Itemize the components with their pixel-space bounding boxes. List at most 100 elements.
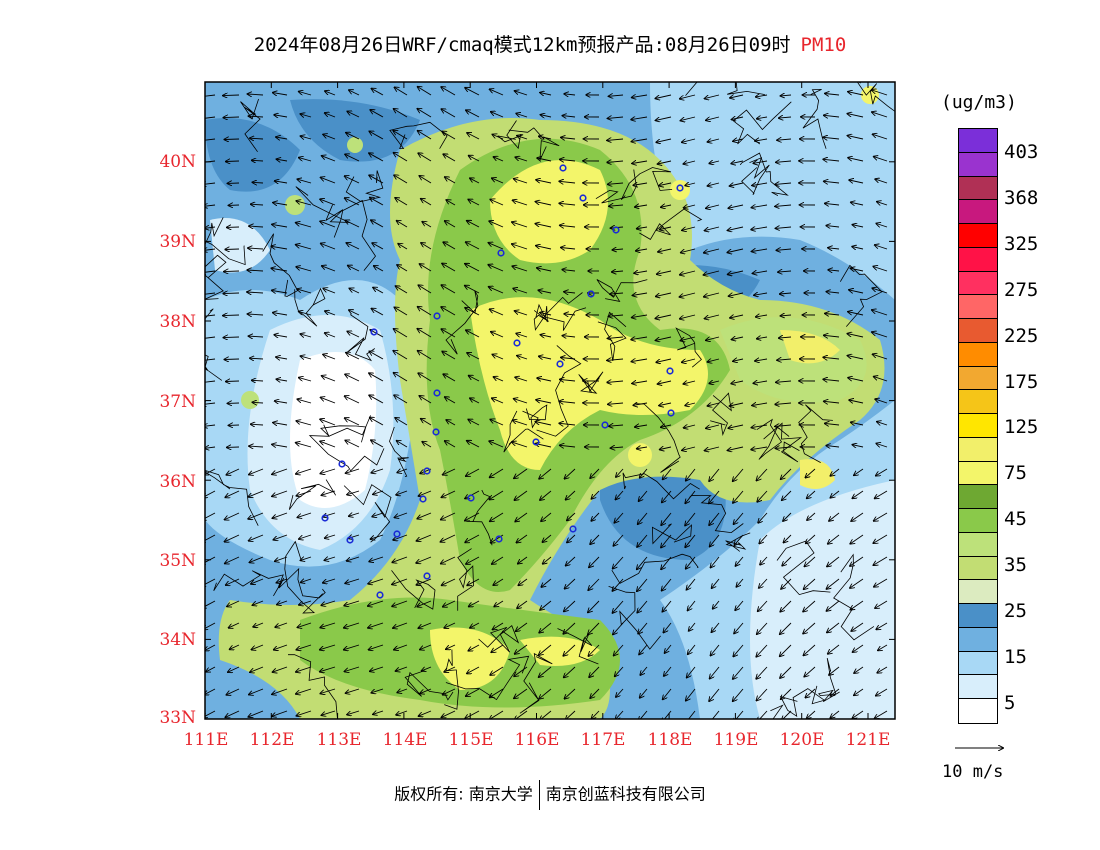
wind-arrow-icon xyxy=(662,490,672,502)
wind-arrow-icon xyxy=(877,422,888,425)
wind-arrow-icon xyxy=(639,490,648,501)
station-marker-icon xyxy=(370,328,378,336)
wind-arrow-icon xyxy=(537,158,552,161)
wind-arrow-icon xyxy=(826,446,840,447)
station-marker-icon xyxy=(612,226,620,234)
wind-arrow-icon xyxy=(656,116,672,120)
boundary-line xyxy=(308,424,385,472)
wind-arrow-icon xyxy=(369,131,384,140)
wind-arrow-icon xyxy=(873,134,888,140)
wind-arrow-icon xyxy=(730,315,744,318)
wind-arrow-icon xyxy=(300,114,312,117)
wind-arrow-icon xyxy=(733,644,744,656)
wind-arrow-icon xyxy=(588,644,600,656)
station-marker-icon xyxy=(559,164,567,172)
colorbar-label: 5 xyxy=(1004,692,1016,714)
wind-arrow-icon xyxy=(541,512,552,521)
wind-arrow-icon xyxy=(688,600,696,610)
wind-arrow-icon xyxy=(686,556,696,569)
boundary-line xyxy=(240,98,261,153)
wind-arrow-icon xyxy=(272,224,288,227)
wind-arrow-icon xyxy=(296,421,312,426)
wind-arrow-icon xyxy=(875,490,888,498)
wind-arrow-icon xyxy=(680,292,696,297)
wind-arrow-icon xyxy=(757,337,768,339)
wind-arrow-icon xyxy=(805,468,816,478)
wind-arrow-icon xyxy=(733,490,744,503)
wind-arrow-icon xyxy=(345,220,360,228)
wind-vectors xyxy=(205,87,888,719)
wind-arrow-icon xyxy=(516,334,528,338)
wind-arrow-icon xyxy=(371,220,384,228)
lat-label-34: 34N xyxy=(159,630,196,650)
wind-arrow-icon xyxy=(418,622,432,628)
wind-arrow-icon xyxy=(494,600,504,607)
wind-arrow-icon xyxy=(876,468,888,476)
wind-arrow-icon xyxy=(753,381,768,383)
wind-arrow-icon xyxy=(829,666,840,675)
wind-arrow-icon xyxy=(656,358,672,362)
wind-arrow-icon xyxy=(658,381,672,384)
wind-arrow-icon xyxy=(561,138,576,140)
wind-arrow-icon xyxy=(299,534,312,539)
wind-arrow-icon xyxy=(394,175,408,184)
wind-arrow-icon xyxy=(825,94,840,96)
wind-arrow-icon xyxy=(614,512,624,523)
station-marker-icon xyxy=(433,312,441,320)
wind-arrow-icon xyxy=(493,578,504,585)
wind-arrow-icon xyxy=(781,688,792,699)
wind-arrow-icon xyxy=(443,374,456,382)
wind-arrow-icon xyxy=(349,513,360,516)
wind-arrow-icon xyxy=(536,246,552,250)
wind-arrow-icon xyxy=(441,329,456,338)
colorbar-swatch xyxy=(959,580,997,604)
wind-arrow-icon xyxy=(205,644,216,651)
wind-arrow-icon xyxy=(299,312,312,316)
wind-arrow-icon xyxy=(638,512,648,524)
lon-label-116: 116E xyxy=(514,730,560,750)
wind-arrow-icon xyxy=(803,600,816,612)
wind-arrow-icon xyxy=(393,351,408,360)
boundary-line xyxy=(343,484,392,543)
colorbar-label: 75 xyxy=(1004,462,1027,484)
wind-arrow-icon xyxy=(248,490,264,497)
wind-arrow-icon xyxy=(803,622,816,634)
wind-arrow-icon xyxy=(393,622,408,628)
wind-arrow-icon xyxy=(226,468,240,475)
wind-arrow-icon xyxy=(612,249,624,250)
wind-arrow-icon xyxy=(205,116,216,119)
wind-arrow-icon xyxy=(712,578,720,588)
wind-arrow-icon xyxy=(467,578,480,585)
wind-arrow-icon xyxy=(850,556,864,566)
wind-arrow-icon xyxy=(733,139,744,141)
wind-arrow-icon xyxy=(347,111,360,118)
wind-arrow-icon xyxy=(589,666,600,677)
wind-arrow-icon xyxy=(441,109,456,118)
wind-arrow-icon xyxy=(421,243,432,250)
wind-arrow-icon xyxy=(708,403,720,406)
wind-arrow-icon xyxy=(373,288,384,294)
wind-arrow-icon xyxy=(347,490,360,495)
wind-arrow-icon xyxy=(206,666,216,672)
wind-arrow-icon xyxy=(296,468,312,474)
lon-label-118: 118E xyxy=(647,730,693,750)
colorbar-label: 175 xyxy=(1004,371,1039,393)
wind-arrow-icon xyxy=(516,622,528,631)
wind-arrow-icon xyxy=(566,490,576,500)
wind-arrow-icon xyxy=(776,161,792,162)
wind-arrow-icon xyxy=(709,688,720,701)
wind-arrow-icon xyxy=(539,666,552,677)
wind-arrow-icon xyxy=(420,644,432,650)
wind-arrow-icon xyxy=(224,359,240,360)
wind-arrow-icon xyxy=(395,512,408,518)
wind-arrow-icon xyxy=(591,512,600,521)
wind-arrow-icon xyxy=(875,245,888,250)
wind-arrow-icon xyxy=(370,666,384,671)
wind-arrow-icon xyxy=(369,556,384,562)
wind-arrow-icon xyxy=(441,87,456,96)
lon-label-111: 111E xyxy=(183,730,229,750)
wind-arrow-icon xyxy=(826,226,840,227)
wind-arrow-icon xyxy=(249,534,264,541)
wind-arrow-icon xyxy=(539,468,552,479)
wind-arrow-icon xyxy=(512,222,528,228)
